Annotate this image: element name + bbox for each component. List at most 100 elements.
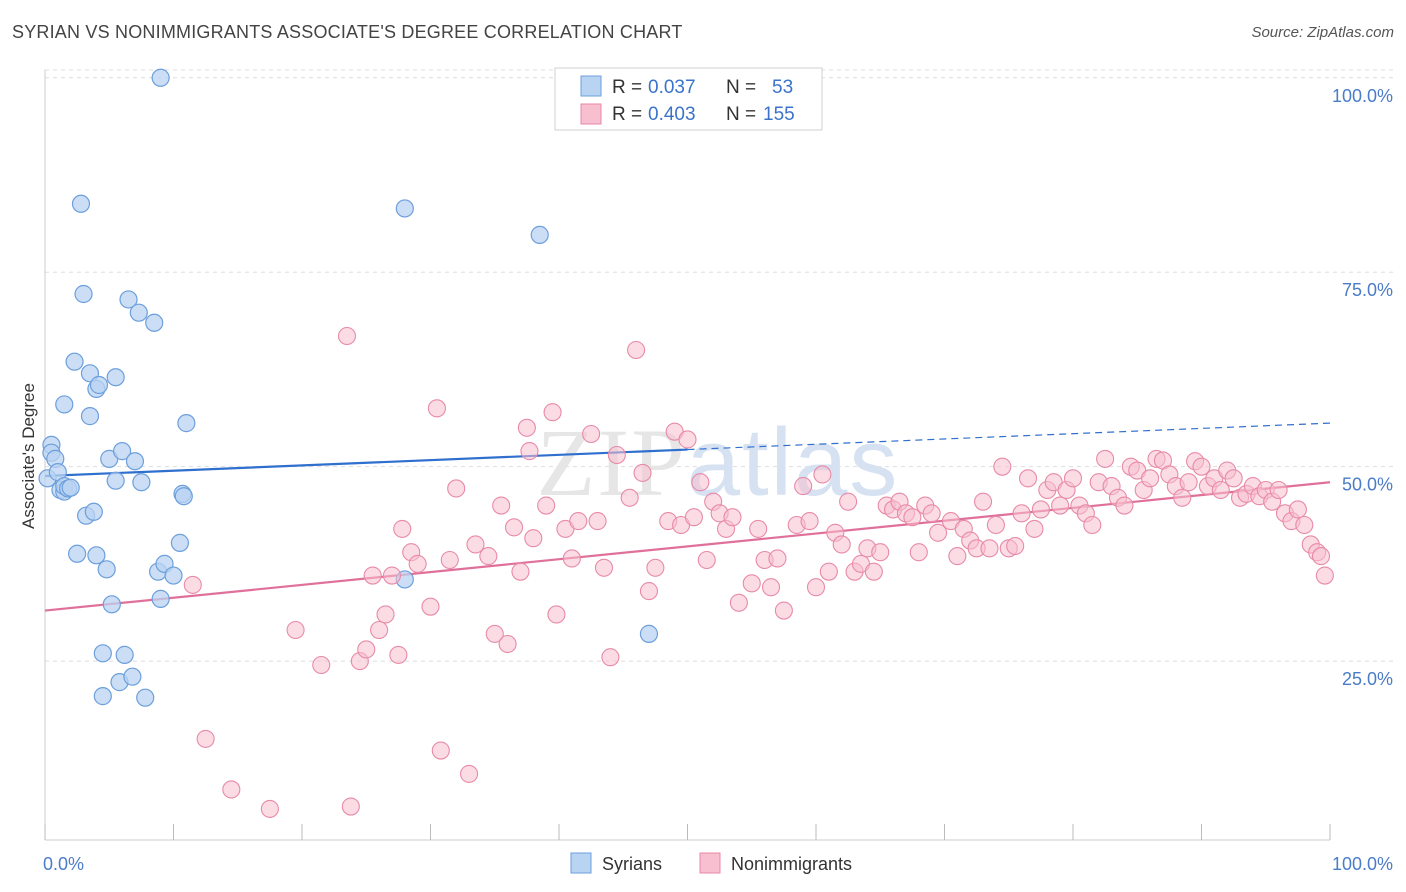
nonimmigrants-point [520, 442, 539, 461]
nonimmigrants-point [511, 562, 530, 581]
syrians-point [74, 284, 93, 304]
nonimmigrants-point [537, 496, 556, 515]
syrians-point [89, 375, 109, 395]
nonimmigrants-point [723, 508, 742, 527]
legend-n-value-2: 155 [763, 104, 795, 125]
nonimmigrants-point [1288, 500, 1307, 519]
syrians-point [395, 199, 414, 218]
nonimmigrants-point [1031, 500, 1050, 519]
chart-source: Source: ZipAtlas.com [1251, 24, 1394, 41]
nonimmigrants-point [1315, 566, 1334, 585]
syrians-point [71, 194, 91, 213]
nonimmigrants-point [697, 550, 716, 570]
nonimmigrants-point [1018, 469, 1038, 488]
nonimmigrants-point [183, 575, 202, 594]
nonimmigrants-point [601, 648, 620, 667]
nonimmigrants-point [639, 582, 659, 601]
nonimmigrants-point [1063, 469, 1083, 488]
nonimmigrants-point [1295, 515, 1314, 535]
nonimmigrants-point [260, 799, 279, 818]
nonimmigrants-point [376, 605, 395, 624]
syrians-point [170, 533, 190, 552]
nonimmigrants-point [370, 620, 389, 640]
syrians-point [106, 368, 125, 387]
syrians-point [125, 452, 145, 471]
nonimmigrants-point [607, 445, 626, 465]
syrians-point [112, 442, 132, 461]
nonimmigrants-point [774, 601, 793, 620]
nonimmigrants-point [1311, 547, 1331, 566]
syrians-point [65, 352, 84, 371]
y-tick-label: 100.0% [1332, 86, 1393, 106]
nonimmigrants-point [382, 566, 402, 585]
syrians-point [115, 645, 134, 664]
nonimmigrants-point [1006, 536, 1025, 556]
nonimmigrants-point [582, 424, 601, 444]
nonimmigrants-point [633, 463, 652, 482]
syrians-point [177, 414, 196, 433]
nonimmigrants-point [646, 558, 665, 577]
nonimmigrants-point [196, 729, 215, 748]
bottom-legend-label-syrians: Syrians [602, 854, 662, 874]
nonimmigrants-point [588, 512, 607, 531]
nonimmigrants-point [729, 593, 748, 612]
nonimmigrants-point [492, 496, 511, 515]
nonimmigrants-point [408, 554, 427, 573]
nonimmigrants-point [427, 399, 446, 418]
nonimmigrants-point [986, 515, 1005, 535]
nonimmigrants-point [691, 473, 710, 492]
series-legend: Syrians Nonimmigrants [570, 852, 852, 874]
nonimmigrants-point [485, 624, 504, 643]
syrians-point [84, 502, 103, 521]
nonimmigrants-point [286, 620, 305, 640]
nonimmigrants-point [357, 640, 376, 659]
nonimmigrants-point [547, 605, 566, 624]
chart-title: SYRIAN VS NONIMMIGRANTS ASSOCIATE'S DEGR… [12, 22, 683, 42]
nonimmigrants-point [363, 566, 382, 585]
syrians-point [639, 624, 659, 643]
nonimmigrants-point [569, 512, 588, 531]
nonimmigrants-point [517, 418, 536, 437]
nonimmigrants-point [839, 492, 858, 511]
legend-r-value-2: 0.403 [648, 104, 696, 125]
nonimmigrants-point [993, 457, 1012, 476]
nonimmigrants-point [1012, 504, 1031, 523]
syrians-point [102, 595, 121, 614]
syrians-point [136, 688, 155, 707]
legend-swatch-syrians [580, 75, 602, 97]
nonimmigrants-point [1096, 449, 1115, 468]
nonimmigrants-point [1025, 519, 1044, 538]
syrians-point [151, 589, 170, 608]
nonimmigrants-point [909, 543, 928, 562]
syrians-point [93, 687, 112, 706]
nonimmigrants-point [504, 518, 524, 537]
nonimmigrants-point [440, 550, 459, 570]
nonimmigrants-point [973, 492, 993, 511]
nonimmigrants-point [761, 578, 781, 597]
x-tick-label: 100.0% [1332, 854, 1393, 874]
bottom-legend-swatch-nonimmigrants [699, 852, 721, 874]
y-tick-label: 25.0% [1342, 669, 1393, 689]
nonimmigrants-point [1083, 515, 1102, 535]
syrians-point [61, 478, 80, 497]
nonimmigrants-point [800, 512, 819, 531]
nonimmigrants-point [794, 477, 813, 496]
legend-n-label-1: N = [726, 77, 756, 98]
nonimmigrants-point [819, 562, 838, 581]
syrians-point [80, 407, 100, 426]
nonimmigrants-point [684, 508, 703, 527]
syrians-trend-line [44, 448, 688, 478]
nonimmigrants-point [1173, 488, 1192, 507]
y-tick-label: 75.0% [1342, 280, 1393, 300]
nonimmigrants-point [389, 645, 408, 664]
syrians-point [87, 546, 106, 565]
x-tick-label: 0.0% [43, 854, 84, 874]
nonimmigrants-point [903, 508, 922, 527]
nonimmigrants-point [813, 465, 832, 484]
nonimmigrants-point [594, 558, 614, 577]
syrians-point [119, 290, 138, 309]
nonimmigrants-point [864, 562, 883, 581]
y-tick-label: 50.0% [1342, 475, 1393, 495]
legend-r-value-1: 0.037 [648, 77, 696, 98]
syrians-point [530, 225, 549, 244]
